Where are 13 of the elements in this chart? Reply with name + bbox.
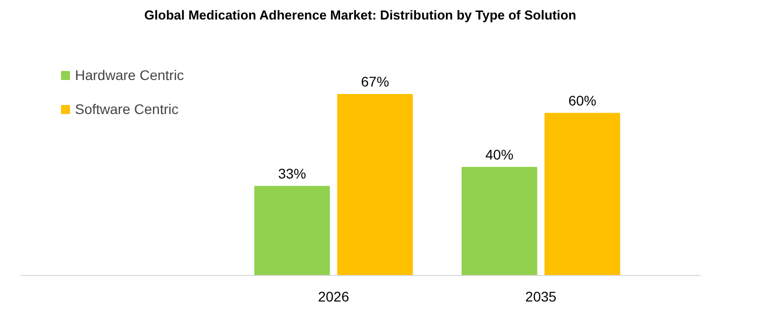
bar (337, 94, 413, 276)
x-tick-label: 2035 (525, 288, 557, 304)
data-label: 67% (361, 73, 390, 90)
data-label: 33% (278, 165, 306, 182)
x-tick-label: 2026 (318, 288, 350, 304)
bar (544, 112, 620, 276)
chart-title: Global Medication Adherence Market: Distribution by Type of Solution (144, 8, 576, 22)
legend-label: Hardware Centric (75, 67, 184, 83)
data-label: 40% (485, 146, 514, 162)
bar (462, 166, 538, 276)
data-label: 60% (568, 92, 596, 108)
legend-label: Software Centric (75, 101, 178, 117)
bar (254, 186, 330, 276)
